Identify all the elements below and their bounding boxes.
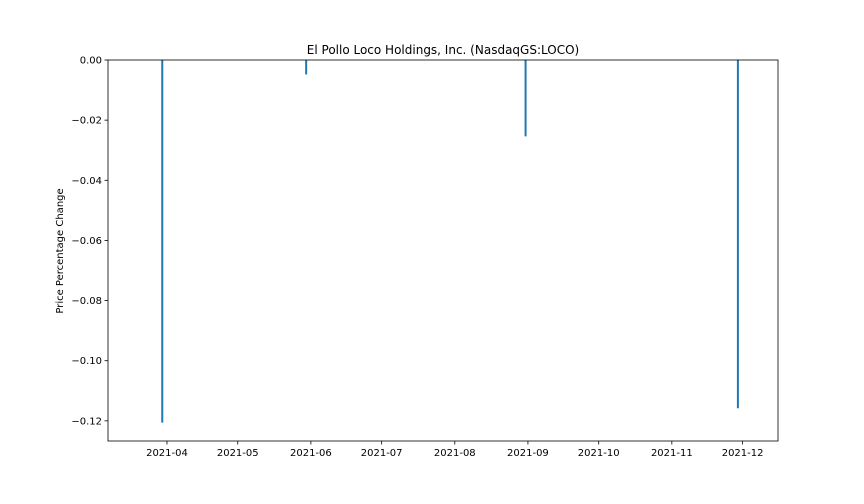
x-tick-label-2: 2021-06	[290, 448, 332, 459]
y-tick-label-5: −0.10	[71, 356, 102, 367]
y-tick-label-0: 0.00	[80, 56, 102, 67]
x-tick-label-7: 2021-11	[651, 448, 693, 459]
plot-frame	[107, 59, 779, 442]
x-tick-label-1: 2021-05	[217, 448, 259, 459]
chart-title: El Pollo Loco Holdings, Inc. (NasdaqGS:L…	[307, 43, 579, 57]
x-tick-label-4: 2021-08	[434, 448, 476, 459]
y-tick-label-4: −0.08	[71, 296, 102, 307]
x-tick-label-3: 2021-07	[361, 448, 403, 459]
y-axis: 0.00 −0.02 −0.04 −0.06 −0.08 −0.10 −0.12	[71, 56, 108, 427]
y-tick-label-2: −0.04	[71, 176, 102, 187]
y-axis-label: Price Percentage Change	[55, 188, 66, 313]
x-tick-label-5: 2021-09	[507, 448, 549, 459]
x-tick-label-6: 2021-10	[578, 448, 620, 459]
x-axis: 2021-04 2021-05 2021-06 2021-07 2021-08 2021-…	[146, 441, 764, 459]
y-tick-label-6: −0.12	[71, 416, 102, 427]
x-tick-label-8: 2021-12	[722, 448, 764, 459]
y-tick-label-1: −0.02	[71, 116, 102, 127]
y-tick-label-3: −0.06	[71, 236, 102, 247]
x-tick-label-0: 2021-04	[146, 448, 188, 459]
bars-layer	[161, 60, 739, 423]
